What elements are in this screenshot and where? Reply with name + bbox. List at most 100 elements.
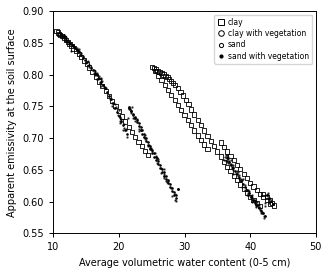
Point	[189, 123, 194, 128]
Point	[142, 148, 148, 153]
Point	[150, 150, 155, 155]
Point	[147, 146, 152, 151]
Point	[115, 112, 121, 117]
Point	[132, 115, 137, 119]
Point	[100, 83, 106, 87]
Point	[262, 213, 267, 218]
Point	[128, 107, 133, 112]
Point	[132, 119, 138, 123]
Point	[85, 60, 90, 65]
Point	[123, 119, 128, 124]
Point	[160, 166, 165, 171]
Point	[136, 121, 141, 126]
Point	[231, 166, 236, 170]
Point	[70, 43, 76, 48]
Point	[227, 159, 232, 163]
Point	[246, 192, 252, 197]
Point	[76, 47, 81, 51]
Point	[130, 112, 135, 117]
Point	[162, 175, 167, 180]
Point	[247, 191, 252, 195]
Point	[62, 33, 67, 37]
Point	[224, 155, 230, 159]
Point	[262, 215, 267, 220]
Point	[237, 175, 242, 180]
Point	[238, 167, 243, 171]
Point	[241, 187, 246, 191]
Point	[253, 204, 259, 208]
Point	[132, 116, 137, 120]
Point	[248, 195, 253, 199]
Point	[244, 191, 249, 195]
Point	[97, 80, 103, 84]
Point	[68, 42, 73, 46]
Point	[227, 162, 233, 166]
Point	[102, 86, 108, 90]
Point	[186, 102, 191, 107]
Point	[71, 46, 76, 51]
Point	[156, 162, 161, 166]
Point	[254, 200, 260, 205]
Point	[231, 168, 236, 172]
Point	[262, 213, 267, 218]
Point	[238, 182, 243, 187]
Point	[165, 179, 171, 183]
Point	[212, 144, 217, 148]
Point	[70, 44, 75, 48]
Point	[167, 77, 172, 81]
Point	[258, 207, 264, 212]
Point	[116, 108, 121, 112]
Point	[146, 153, 151, 158]
Point	[137, 127, 142, 131]
Point	[249, 194, 254, 199]
Point	[253, 199, 258, 203]
Point	[96, 79, 102, 84]
Point	[182, 113, 187, 117]
Point	[247, 194, 253, 199]
Point	[235, 170, 240, 174]
Point	[128, 107, 133, 112]
Point	[256, 203, 261, 208]
Point	[267, 201, 272, 206]
Point	[136, 124, 141, 128]
Point	[158, 171, 163, 175]
Point	[161, 72, 166, 77]
Point	[63, 37, 69, 42]
Point	[233, 169, 238, 173]
Point	[265, 193, 270, 198]
Point	[124, 134, 129, 139]
Point	[173, 197, 178, 202]
Point	[228, 169, 233, 173]
Point	[93, 74, 98, 79]
Point	[202, 142, 207, 147]
Point	[129, 111, 134, 115]
Point	[163, 74, 168, 78]
Point	[153, 154, 159, 158]
Point	[249, 200, 254, 204]
Point	[242, 183, 248, 187]
Point	[93, 72, 98, 76]
Point	[237, 177, 242, 182]
Point	[169, 186, 174, 190]
Point	[144, 136, 149, 140]
Point	[62, 33, 67, 37]
Point	[195, 118, 200, 122]
Point	[89, 65, 94, 70]
Point	[242, 185, 247, 189]
Point	[59, 32, 64, 37]
Point	[128, 109, 133, 113]
Point	[77, 51, 82, 56]
Point	[164, 179, 169, 184]
Point	[54, 29, 59, 34]
Point	[245, 192, 250, 197]
Point	[229, 165, 235, 170]
Point	[81, 58, 87, 63]
Point	[83, 58, 88, 62]
Point	[137, 128, 142, 133]
Point	[228, 154, 233, 158]
Point	[60, 34, 65, 38]
Point	[225, 155, 231, 160]
Point	[79, 53, 84, 57]
Point	[77, 48, 82, 53]
Point	[237, 175, 242, 180]
